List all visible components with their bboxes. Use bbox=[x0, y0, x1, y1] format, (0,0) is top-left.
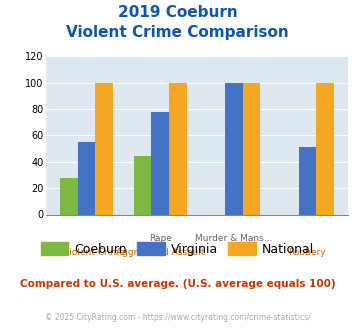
Bar bbox=[134, 156, 151, 214]
Bar bbox=[299, 147, 316, 214]
Bar bbox=[78, 142, 95, 214]
Text: Compared to U.S. average. (U.S. average equals 100): Compared to U.S. average. (U.S. average … bbox=[20, 279, 335, 289]
Text: Violent Crime Comparison: Violent Crime Comparison bbox=[66, 25, 289, 40]
Bar bbox=[95, 82, 113, 214]
Text: All Violent Crime: All Violent Crime bbox=[49, 248, 125, 257]
Text: Murder & Mans...: Murder & Mans... bbox=[195, 234, 273, 243]
Text: © 2025 CityRating.com - https://www.cityrating.com/crime-statistics/: © 2025 CityRating.com - https://www.city… bbox=[45, 314, 310, 322]
Legend: Coeburn, Virginia, National: Coeburn, Virginia, National bbox=[36, 237, 319, 261]
Bar bbox=[316, 82, 334, 214]
Bar bbox=[169, 82, 187, 214]
Bar bbox=[60, 178, 78, 214]
Text: Aggravated Assault: Aggravated Assault bbox=[116, 248, 204, 257]
Bar bbox=[151, 112, 169, 214]
Text: 2019 Coeburn: 2019 Coeburn bbox=[118, 5, 237, 20]
Bar bbox=[243, 82, 260, 214]
Text: Rape: Rape bbox=[149, 234, 172, 243]
Bar bbox=[225, 82, 243, 214]
Text: Robbery: Robbery bbox=[289, 248, 326, 257]
